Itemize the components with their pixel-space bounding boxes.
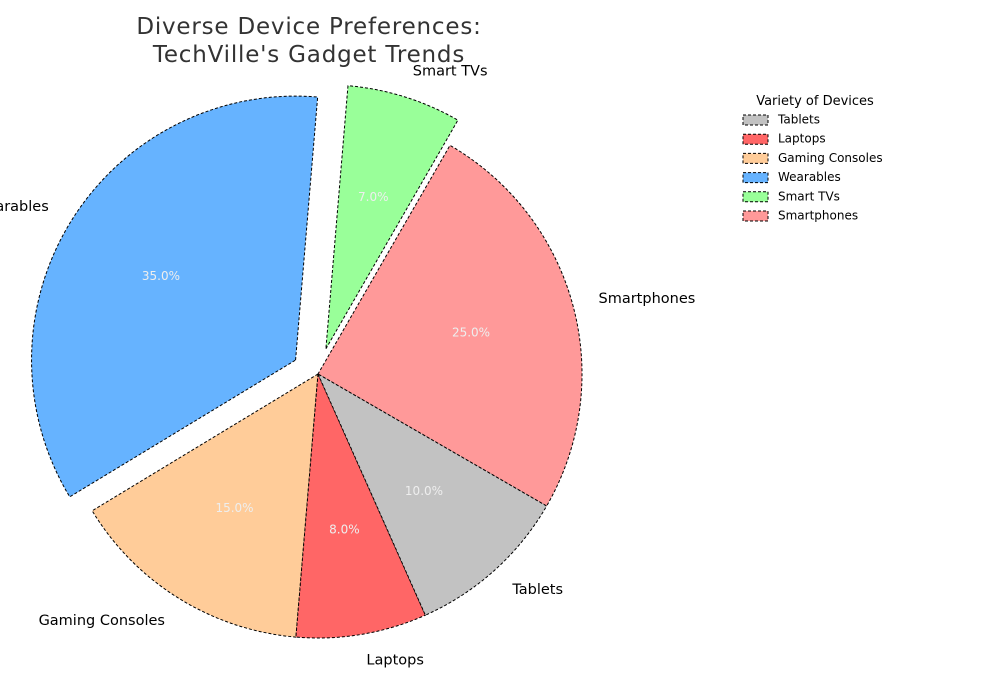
- pie-slices: [31, 85, 583, 639]
- percent-label-gaming-consoles: 15.0%: [215, 501, 253, 515]
- legend-label-smartphones: Smartphones: [778, 209, 858, 223]
- percent-label-wearables: 35.0%: [142, 269, 180, 283]
- legend-title: Variety of Devices: [756, 94, 874, 109]
- legend-swatch-tablets: [742, 114, 769, 126]
- slice-label-tablets: Tablets: [511, 582, 563, 598]
- slice-smart-tvs: [325, 85, 459, 350]
- slice-gaming-consoles: [91, 373, 319, 638]
- legend-label-tablets: Tablets: [777, 113, 820, 127]
- percent-label-laptops: 8.0%: [329, 523, 360, 537]
- slice-laptops: [295, 373, 427, 639]
- legend-label-smart-tvs: Smart TVs: [778, 189, 840, 203]
- legend-swatch-smartphones: [742, 210, 769, 222]
- legend: Variety of Devices Tablets Laptops Gaming C…: [742, 94, 883, 223]
- legend-label-laptops: Laptops: [778, 132, 826, 146]
- legend-swatch-wearables: [742, 172, 769, 184]
- percent-label-smart-tvs: 7.0%: [358, 190, 389, 204]
- slice-label-gaming-consoles: Gaming Consoles: [39, 613, 165, 629]
- chart-title: Diverse Device Preferences: TechVille's G…: [136, 14, 481, 68]
- slice-tablets: [316, 372, 548, 616]
- slice-smartphones: [317, 144, 583, 507]
- legend-label-gaming-consoles: Gaming Consoles: [778, 151, 883, 165]
- slice-label-smartphones: Smartphones: [599, 291, 696, 307]
- slice-wearables: [31, 95, 319, 498]
- legend-swatch-smart-tvs: [742, 191, 769, 203]
- legend-swatch-laptops: [742, 133, 769, 145]
- pie-labels: Smartphones 25.0% Smart TVs 7.0% Wearables 35…: [0, 64, 695, 669]
- percent-label-smartphones: 25.0%: [452, 326, 490, 340]
- legend-swatch-gaming-consoles: [742, 152, 769, 164]
- legend-label-wearables: Wearables: [778, 170, 841, 184]
- slice-label-wearables: Wearables: [0, 199, 49, 215]
- slice-label-smart-tvs: Smart TVs: [413, 64, 488, 80]
- percent-label-tablets: 10.0%: [405, 484, 443, 498]
- slice-label-laptops: Laptops: [366, 652, 423, 668]
